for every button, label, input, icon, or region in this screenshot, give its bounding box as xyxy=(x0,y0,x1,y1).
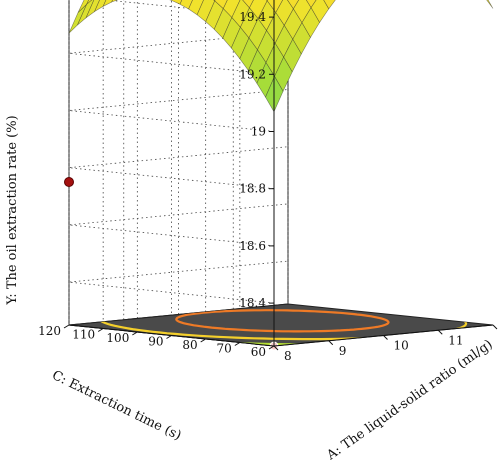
surface-patch xyxy=(306,0,317,9)
y-tick-mark xyxy=(166,335,172,339)
floor-contour-3 xyxy=(97,304,468,341)
y-tick-mark xyxy=(63,324,70,329)
x-tick-label: 10 xyxy=(394,339,409,353)
y-tick-mark xyxy=(132,331,138,336)
floor-contour-4 xyxy=(175,309,390,333)
wall-gridline-z-4 xyxy=(68,31,289,75)
z-tick-label: 18.8 xyxy=(239,182,266,196)
y-tick-mark xyxy=(200,338,206,343)
z-tick-label: 18.6 xyxy=(239,239,266,253)
x-tick-mark xyxy=(328,340,334,346)
surface-patch xyxy=(323,0,336,10)
y-tick-label: 70 xyxy=(217,342,232,356)
surface-patch xyxy=(486,0,494,9)
y-tick-label: 100 xyxy=(106,331,129,345)
y-tick-mark xyxy=(268,345,275,350)
x-tick-mark xyxy=(437,329,443,335)
surface-patch xyxy=(111,0,118,3)
z-tick-label: 18.4 xyxy=(239,296,266,310)
x-tick-mark xyxy=(383,335,388,340)
x-tick-label: 11 xyxy=(448,333,463,347)
y-tick-label: 90 xyxy=(148,335,163,349)
surface-patch xyxy=(85,0,100,19)
wall-gridline-z-3 xyxy=(68,89,289,132)
surface-patch xyxy=(86,0,93,5)
z-tick-label: 19 xyxy=(251,125,266,139)
surface-patch xyxy=(171,0,183,5)
y-tick-label: 80 xyxy=(182,338,197,352)
wall-gridline-z-2 xyxy=(68,146,289,190)
x-tick-mark xyxy=(273,345,279,351)
wall-gridline-z-0 xyxy=(68,260,289,304)
z-axis-title: Y: The oil extraction rate (%) xyxy=(5,115,20,305)
y-axis-title: C: Extraction time (s) xyxy=(50,368,184,444)
design-point xyxy=(64,177,74,187)
surface-patch xyxy=(93,0,107,13)
surface-patch xyxy=(242,0,254,9)
surface-patch xyxy=(77,0,90,13)
surface-patch xyxy=(102,0,113,7)
y-tick-label: 110 xyxy=(72,328,95,342)
y-tick-mark xyxy=(234,342,241,346)
y-tick-label: 60 xyxy=(251,345,266,359)
z-tick-label: 19.2 xyxy=(239,67,266,81)
x-tick-label: 8 xyxy=(284,349,292,363)
y-tick-label: 120 xyxy=(38,324,61,338)
x-tick-mark xyxy=(492,324,498,330)
chart-walls xyxy=(68,0,289,347)
x-axis-title: A: The liquid-solid ratio (ml/g) xyxy=(324,337,496,464)
surface-patch xyxy=(310,0,330,23)
surface-patch xyxy=(287,0,300,10)
chart-axes: 18.418.618.81919.219.419.619.82060708090… xyxy=(38,0,498,363)
z-tick-label: 19.4 xyxy=(239,10,266,24)
y-tick-mark xyxy=(97,328,104,332)
x-tick-label: 9 xyxy=(339,344,347,358)
